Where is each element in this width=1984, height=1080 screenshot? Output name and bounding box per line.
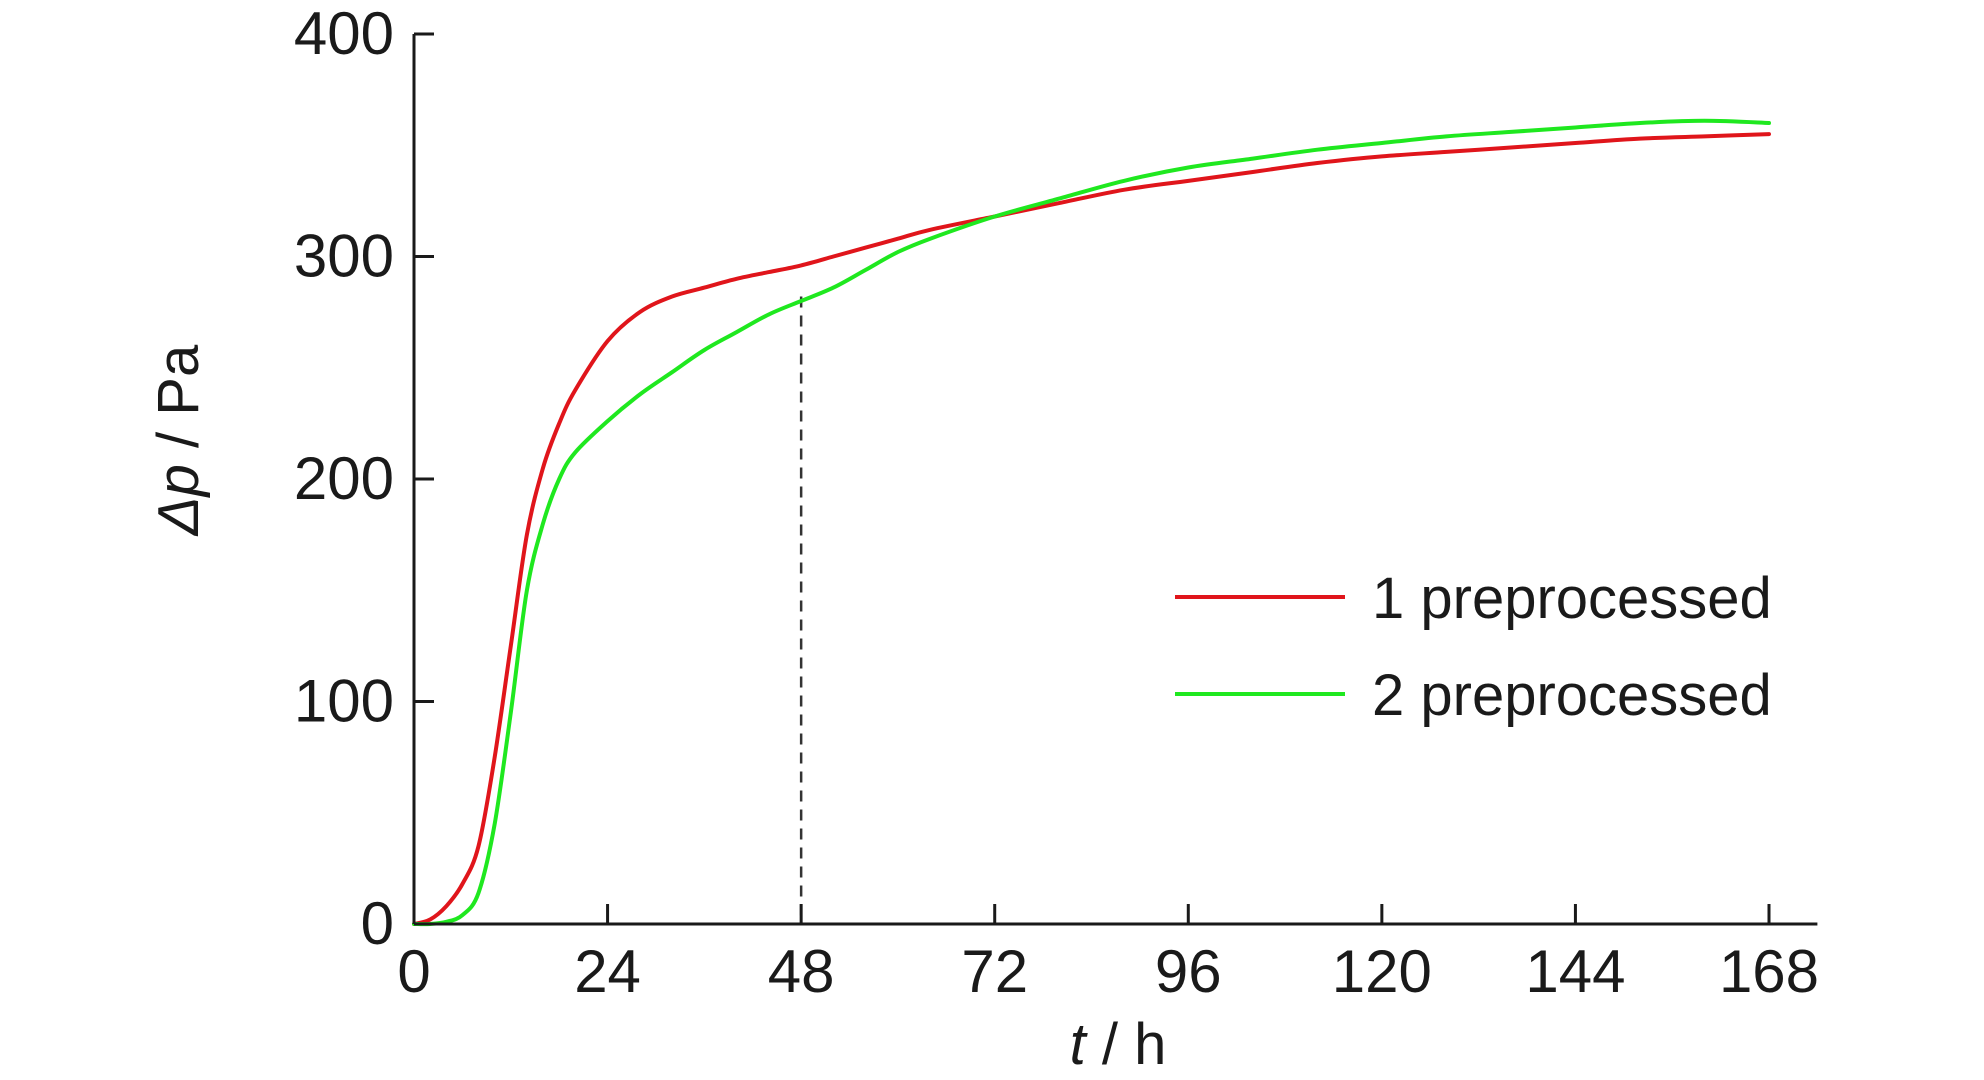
- series-line-1: [412, 132, 1771, 926]
- x-axis-title: t / h: [1070, 1012, 1167, 1075]
- x-axis-unit: / h: [1086, 1012, 1167, 1075]
- y-tick-label: 100: [294, 668, 394, 735]
- y-tick-label: 0: [361, 890, 394, 957]
- x-tick-label: 0: [397, 938, 430, 1005]
- legend: 1 preprocessed 2 preprocessed: [1175, 566, 1772, 728]
- x-tick-label: 96: [1155, 938, 1222, 1005]
- x-tick-label: 120: [1332, 938, 1432, 1005]
- x-tick-label: 48: [768, 938, 835, 1005]
- x-axis-variable: t: [1070, 1012, 1089, 1075]
- x-tick-label: 24: [574, 938, 641, 1005]
- y-axis-variable: Δp: [146, 464, 211, 537]
- legend-label-1: 1 preprocessed: [1372, 566, 1772, 631]
- y-axis-unit: / Pa: [146, 344, 211, 464]
- x-tick-label: 168: [1719, 938, 1819, 1005]
- y-tick-label: 200: [294, 445, 394, 512]
- y-tick-label: 400: [294, 0, 394, 67]
- x-tick-label: 144: [1525, 938, 1625, 1005]
- legend-label-2: 2 preprocessed: [1372, 663, 1772, 728]
- y-tick-label: 300: [294, 223, 394, 290]
- series-line-2: [412, 118, 1771, 927]
- y-axis-title: Δp / Pa: [146, 344, 211, 537]
- x-tick-label: 72: [961, 938, 1028, 1005]
